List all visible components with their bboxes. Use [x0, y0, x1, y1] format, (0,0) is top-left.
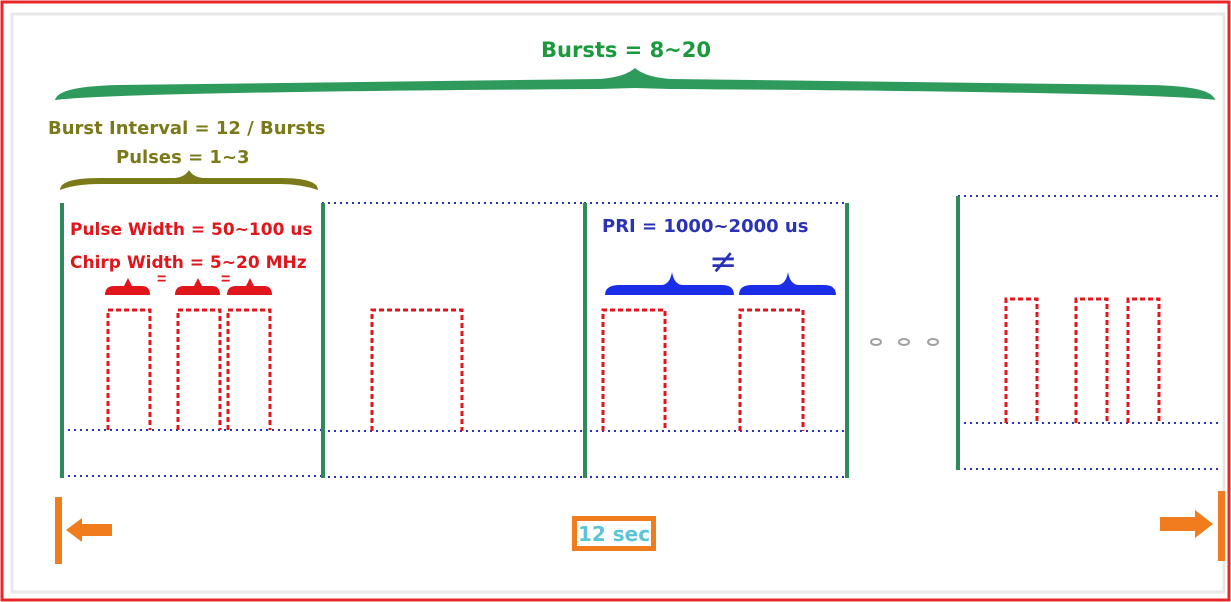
pulse-width-label: Pulse Width = 50~100 us — [70, 220, 313, 240]
pulse-b4-3 — [1126, 297, 1161, 423]
duration-box: 12 sec — [572, 516, 656, 551]
pulse-b1-2 — [176, 308, 222, 430]
pulse-b1-1 — [106, 308, 152, 430]
pulse-b1-3 — [226, 308, 272, 430]
pulse-b4-1 — [1004, 297, 1039, 423]
pulse-b4-2 — [1074, 297, 1109, 423]
pri-braces — [605, 272, 836, 295]
pri-brace-1 — [605, 272, 734, 295]
equal-sign-2: = — [221, 271, 231, 288]
chirp-width-label: Chirp Width = 5~20 MHz — [70, 253, 307, 273]
pulse-width-braces — [105, 278, 272, 295]
arrow-left-icon — [55, 497, 112, 564]
bursts-brace — [55, 68, 1215, 100]
not-equal-label: ≠ — [709, 242, 738, 282]
pulse-b3-2 — [738, 308, 805, 431]
pulse-b3-1 — [601, 308, 667, 431]
baselines — [62, 195, 1220, 478]
ellipsis-icon — [870, 338, 939, 346]
burst-interval-brace — [60, 170, 318, 190]
equal-sign-1: = — [157, 271, 167, 288]
pulses — [106, 297, 1161, 431]
pw-brace-3 — [227, 278, 272, 295]
bursts-label: Bursts = 8~20 — [541, 38, 711, 62]
arrow-right-icon — [1160, 491, 1225, 561]
burst-interval-label: Burst Interval = 12 / Bursts — [48, 118, 326, 139]
pw-brace-2 — [175, 278, 220, 295]
inner-border — [10, 12, 1226, 594]
pri-brace-2 — [739, 272, 836, 295]
pulses-label: Pulses = 1~3 — [116, 147, 250, 168]
pri-label: PRI = 1000~2000 us — [602, 216, 809, 237]
duration-label: 12 sec — [577, 521, 651, 546]
burst-dividers — [60, 196, 960, 478]
pulse-b2-1 — [370, 308, 464, 431]
pw-brace-1 — [105, 278, 150, 295]
